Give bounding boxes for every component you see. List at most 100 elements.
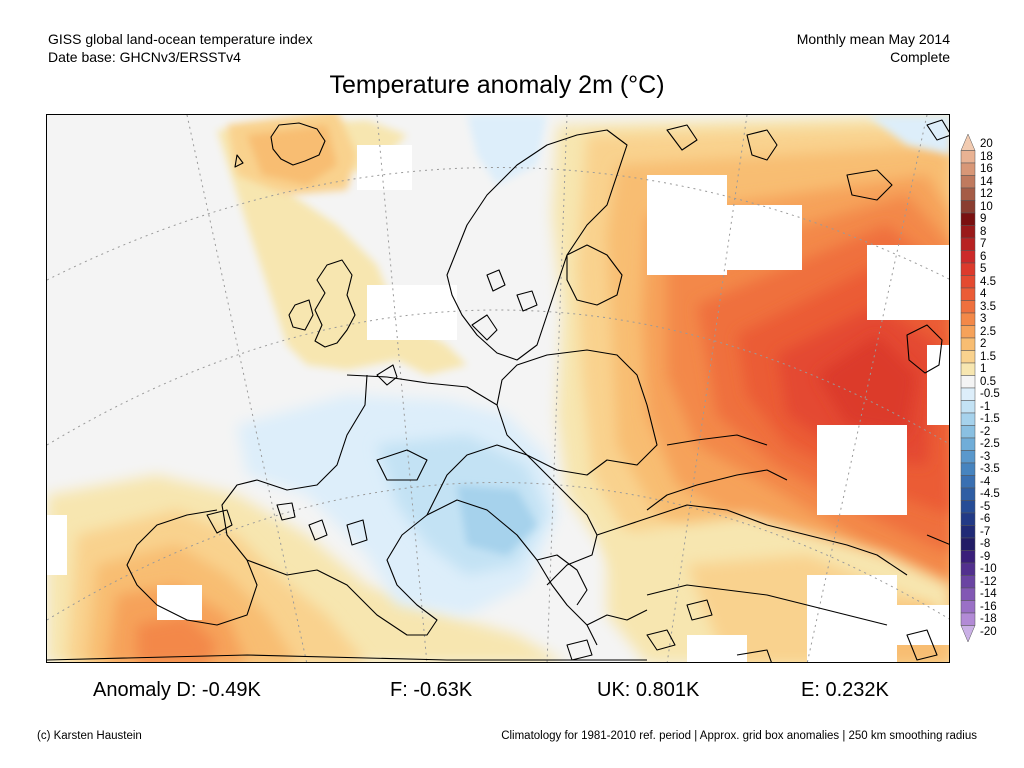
colorbar-label: 0.5 [980, 375, 996, 388]
colorbar-label: 4 [980, 288, 987, 301]
colorbar-swatch [960, 412, 976, 426]
colorbar-label: -9 [980, 550, 991, 563]
colorbar-label: -4.5 [980, 488, 1000, 501]
colorbar-swatch [960, 300, 976, 314]
header-left-line2: Date base: GHCNv3/ERSSTv4 [48, 49, 241, 65]
warm-area-scandinavia-atlantic [217, 120, 467, 375]
colorbar-label: -14 [980, 588, 997, 601]
header-right-line2: Complete [890, 49, 950, 65]
colorbar-label: -2.5 [980, 438, 1000, 451]
colorbar-swatch [960, 525, 976, 539]
colorbar-swatch [960, 325, 976, 339]
colorbar-svg [960, 133, 976, 643]
colorbar-swatch [960, 537, 976, 551]
colorbar-label: 4.5 [980, 275, 996, 288]
colorbar-label: -1 [980, 400, 991, 413]
colorbar-label: -3 [980, 450, 991, 463]
colorbar-swatch [960, 625, 976, 643]
colorbar-swatch [960, 387, 976, 401]
cool-area-central-europe [237, 115, 949, 615]
colorbar-label: -1.5 [980, 413, 1000, 426]
colorbar-label: 20 [980, 138, 993, 151]
colorbar-swatch [960, 587, 976, 601]
colorbar-label: 16 [980, 163, 993, 176]
colorbar-swatch [960, 612, 976, 626]
colorbar-label: 8 [980, 225, 987, 238]
colorbar-label: 6 [980, 250, 987, 263]
colorbar-label: 1 [980, 363, 987, 376]
colorbar-swatch [960, 162, 976, 176]
colorbar-swatch [960, 437, 976, 451]
footer-credit: (c) Karsten Haustein [37, 730, 142, 742]
colorbar-label: 7 [980, 238, 987, 251]
footer-note: Climatology for 1981-2010 ref. period | … [501, 730, 977, 742]
colorbar-swatch [960, 400, 976, 414]
europe-anomaly-map [47, 115, 949, 662]
colorbar-swatch [960, 350, 976, 364]
stat-germany: Anomaly D: -0.49K [93, 679, 261, 701]
colorbar-swatch [960, 500, 976, 514]
colorbar-swatch [960, 200, 976, 214]
coastlines-and-borders [47, 119, 949, 662]
colorbar-swatch [960, 212, 976, 226]
colorbar-label: -18 [980, 613, 997, 626]
colorbar-swatch [960, 475, 976, 489]
colorbar-swatch [960, 562, 976, 576]
colorbar-label: -0.5 [980, 388, 1000, 401]
colorbar-label: -16 [980, 600, 997, 613]
colorbar-swatch [960, 362, 976, 376]
colorbar-swatch [960, 275, 976, 289]
colorbar-label: -7 [980, 525, 991, 538]
colorbar-swatch [960, 175, 976, 189]
map-panel [46, 114, 950, 663]
colorbar-swatch [960, 287, 976, 301]
colorbar-label: 2.5 [980, 325, 996, 338]
colorbar-label: -3.5 [980, 463, 1000, 476]
colorbar-label: -8 [980, 538, 991, 551]
colorbar-swatch [960, 337, 976, 351]
stat-spain: E: 0.232K [801, 679, 889, 701]
colorbar-label: 5 [980, 263, 987, 276]
colorbar-swatch [960, 425, 976, 439]
colorbar-label: -10 [980, 563, 997, 576]
colorbar-label: -4 [980, 475, 991, 488]
colorbar-swatch [960, 450, 976, 464]
colorbar-swatch [960, 312, 976, 326]
colorbar-label: 18 [980, 150, 993, 163]
colorbar-label: 9 [980, 213, 987, 226]
colorbar-swatch [960, 250, 976, 264]
colorbar-swatch [960, 550, 976, 564]
colorbar-swatch [960, 262, 976, 276]
no-data-boxes [47, 145, 949, 662]
colorbar-label: -5 [980, 500, 991, 513]
colorbar-label: 3 [980, 313, 987, 326]
colorbar-swatch [960, 462, 976, 476]
colorbar-label: 14 [980, 175, 993, 188]
colorbar-swatch [960, 225, 976, 239]
colorbar-swatch [960, 375, 976, 389]
colorbar-label: 12 [980, 188, 993, 201]
stat-uk: UK: 0.801K [597, 679, 700, 701]
warm-area-iceland [227, 115, 357, 195]
colorbar-swatch [960, 133, 976, 151]
colorbar-swatch [960, 237, 976, 251]
colorbar [960, 128, 976, 648]
colorbar-label: 10 [980, 200, 993, 213]
colorbar-swatch [960, 512, 976, 526]
colorbar-swatch [960, 487, 976, 501]
colorbar-label: 3.5 [980, 300, 996, 313]
header-right-line1: Monthly mean May 2014 [796, 31, 950, 47]
colorbar-swatch [960, 575, 976, 589]
colorbar-swatch [960, 600, 976, 614]
map-title: Temperature anomaly 2m (°C) [329, 71, 665, 99]
colorbar-label: -6 [980, 513, 991, 526]
colorbar-label: -20 [980, 625, 997, 638]
stat-france: F: -0.63K [390, 679, 473, 701]
graticule-lines [47, 115, 949, 662]
colorbar-label: -12 [980, 575, 997, 588]
colorbar-swatch [960, 187, 976, 201]
colorbar-label: -2 [980, 425, 991, 438]
colorbar-swatch [960, 150, 976, 164]
colorbar-label: 1.5 [980, 350, 996, 363]
header-left-line1: GISS global land-ocean temperature index [48, 31, 313, 47]
